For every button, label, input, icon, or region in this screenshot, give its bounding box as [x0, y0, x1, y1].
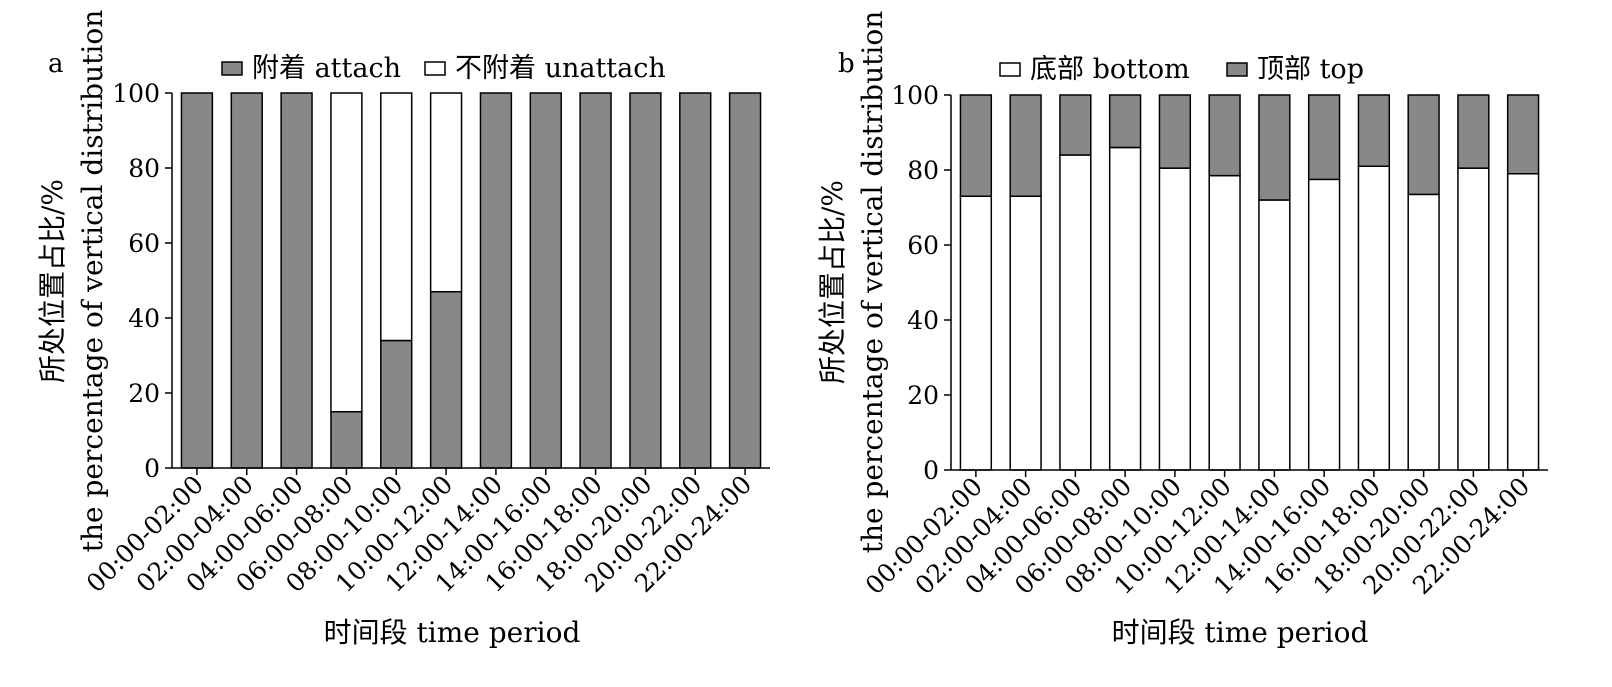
bar-upper-8	[1357, 94, 1391, 167]
bar-lower-3	[1108, 146, 1142, 471]
y-axis-title: 所处位置占比/%	[816, 180, 849, 384]
bar-lower-4	[1158, 167, 1192, 471]
y-axis-title-english: the percentage of vertical distribution	[856, 11, 889, 554]
chart-panel-b: b 底部 bottom 顶部 top 所处位置占比/% the percenta…	[816, 11, 1548, 649]
y-tick-label: 20	[128, 379, 160, 408]
y-tick-label: 0	[144, 454, 160, 483]
bar-lower-5	[429, 291, 463, 469]
bar-lower-7	[529, 92, 562, 469]
bar-lower-1	[230, 92, 263, 469]
y-ticks: 0 20 40 60 80 100	[112, 79, 172, 483]
y-tick-label: 80	[128, 154, 160, 183]
bar-lower-11	[1506, 173, 1540, 471]
bars-group	[180, 92, 762, 469]
bar-lower-10	[679, 92, 712, 469]
bar-upper-5	[1208, 94, 1241, 177]
x-axis-title: 时间段 time period	[324, 616, 581, 649]
y-tick-label: 20	[907, 381, 939, 410]
bar-upper-1	[1009, 94, 1042, 197]
bar-upper-5	[429, 92, 463, 293]
bar-upper-2	[1059, 94, 1092, 156]
axes-group	[950, 95, 1548, 471]
legend-label-attach: 附着 attach	[252, 53, 401, 84]
legend-swatch-unattach	[424, 61, 446, 76]
y-ticks: 0 20 40 60 80 100	[891, 81, 951, 485]
y-tick-label: 0	[923, 456, 939, 485]
legend-label-top: 顶部 top	[1257, 54, 1364, 85]
bar-upper-4	[380, 92, 413, 342]
chart-legend: 底部 bottom 顶部 top	[999, 54, 1364, 85]
panel-label: a	[48, 49, 64, 79]
y-axis-title-english: the percentage of vertical distribution	[76, 10, 109, 553]
legend-swatch-bottom	[999, 62, 1021, 77]
x-ticks: 00:00-02:0002:00-04:0004:00-06:0006:00-0…	[860, 470, 1535, 600]
bar-lower-2	[1059, 154, 1092, 471]
bar-upper-10	[1457, 94, 1490, 169]
x-axis-title: 时间段 time period	[1112, 616, 1369, 649]
y-tick-label: 80	[907, 156, 939, 185]
bar-upper-0	[959, 94, 993, 197]
bar-lower-8	[579, 92, 612, 469]
bar-lower-11	[728, 92, 762, 469]
legend-label-bottom: 底部 bottom	[1030, 54, 1190, 85]
y-tick-label: 60	[128, 229, 160, 258]
bar-upper-11	[1506, 94, 1540, 175]
x-ticks: 00:00-02:0002:00-04:0004:00-06:0006:00-0…	[81, 468, 757, 598]
panel-label: b	[838, 49, 855, 79]
bar-lower-5	[1208, 174, 1241, 471]
legend-label-unattach: 不附着 unattach	[455, 53, 666, 84]
y-tick-label: 40	[907, 306, 939, 335]
bar-lower-9	[1407, 193, 1440, 471]
bar-lower-9	[629, 92, 662, 469]
bar-lower-8	[1357, 165, 1391, 471]
axes-group	[171, 93, 770, 469]
bar-lower-4	[380, 339, 413, 469]
chart-panel-a: a 附着 attach 不附着 unattach 所处位置占比/% the pe…	[36, 10, 770, 649]
y-tick-label: 40	[128, 304, 160, 333]
bar-lower-6	[1258, 199, 1291, 471]
bar-upper-9	[1407, 94, 1440, 196]
bar-lower-0	[959, 195, 993, 471]
bar-upper-6	[1258, 94, 1291, 201]
bar-lower-7	[1307, 178, 1341, 471]
y-axis-title: 所处位置占比/%	[36, 179, 69, 383]
bar-lower-1	[1009, 195, 1042, 471]
y-tick-label: 100	[112, 79, 160, 108]
bar-lower-10	[1457, 167, 1490, 471]
chart-legend: 附着 attach 不附着 unattach	[221, 53, 666, 84]
bar-lower-6	[479, 92, 513, 469]
bar-lower-2	[280, 92, 313, 469]
bar-upper-7	[1307, 94, 1341, 181]
bar-lower-0	[180, 92, 214, 469]
legend-swatch-attach	[221, 61, 243, 76]
bars-group	[959, 94, 1540, 471]
bar-lower-3	[330, 411, 363, 469]
bar-upper-4	[1158, 94, 1192, 169]
bar-upper-3	[1108, 94, 1142, 149]
bar-upper-3	[330, 92, 363, 413]
legend-swatch-top	[1226, 62, 1248, 77]
y-tick-label: 100	[891, 81, 939, 110]
y-tick-label: 60	[907, 231, 939, 260]
